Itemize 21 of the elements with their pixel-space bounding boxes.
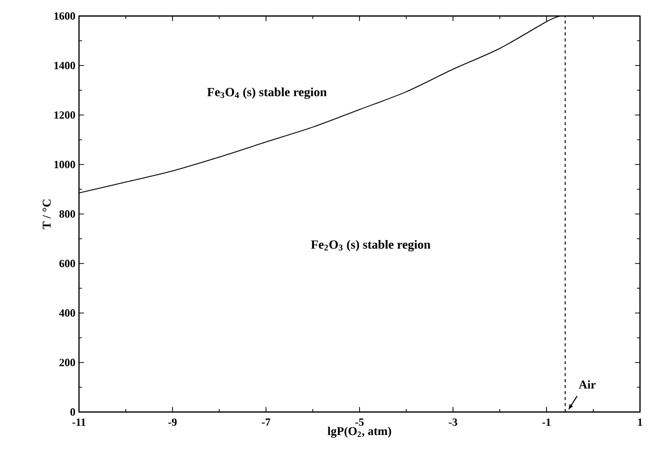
y-tick-label: 1200: [54, 111, 76, 119]
ref-line-label: Air: [578, 380, 596, 389]
x-axis-title: lgP(O$_{2}$, atm): [328, 426, 392, 438]
x-tick-label: -1: [542, 418, 550, 426]
y-tick-label: 800: [59, 210, 76, 218]
x-tick-label: -9: [168, 418, 177, 426]
x-tick-label: -11: [72, 418, 86, 426]
y-tick-label: 1400: [54, 62, 76, 70]
y-tick-label: 0: [70, 408, 76, 416]
y-tick-label: 200: [59, 358, 76, 366]
y-tick-label: 1000: [54, 160, 76, 168]
y-axis-title: T / °C: [42, 200, 51, 230]
x-tick-label: -3: [448, 418, 458, 426]
y-tick-label: 400: [59, 309, 76, 317]
x-tick-label: -7: [262, 418, 270, 426]
y-tick-label: 600: [59, 260, 76, 268]
x-tick-label: -5: [355, 418, 364, 426]
x-tick-label: 1: [638, 418, 642, 426]
annotation: Fe$_{3}$O$_{4}$ (s) stable region: [207, 88, 327, 99]
annotation: Fe$_{2}$O$_{3}$ (s) stable region: [311, 240, 430, 252]
y-tick-label: 1600: [54, 12, 76, 20]
